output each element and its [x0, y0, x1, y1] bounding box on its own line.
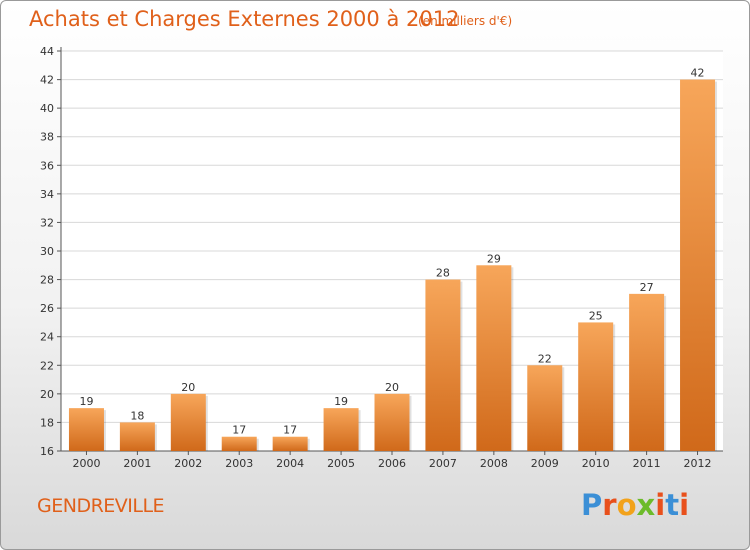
- x-tick-label: 2000: [72, 457, 100, 470]
- y-tick-label: 40: [40, 102, 54, 115]
- y-tick-label: 20: [40, 388, 54, 401]
- y-tick-label: 38: [40, 131, 54, 144]
- data-label: 17: [283, 424, 297, 437]
- y-tick-label: 42: [40, 74, 54, 87]
- proxiti-logo: Proxiti: [581, 488, 689, 522]
- bar: [323, 408, 359, 451]
- x-tick-label: 2001: [123, 457, 151, 470]
- x-tick-label: 2005: [327, 457, 355, 470]
- data-label: 20: [385, 381, 399, 394]
- bar: [119, 422, 155, 451]
- bar: [221, 436, 257, 451]
- x-tick-label: 2006: [378, 457, 406, 470]
- logo-letter: t: [665, 488, 680, 522]
- x-tick-label: 2009: [531, 457, 559, 470]
- y-tick-label: 36: [40, 159, 54, 172]
- data-label: 29: [487, 252, 501, 265]
- logo-letter: i: [655, 488, 666, 522]
- bar: [425, 279, 461, 451]
- y-tick-label: 26: [40, 302, 54, 315]
- x-tick-label: 2008: [480, 457, 508, 470]
- bar: [272, 436, 308, 451]
- bar: [629, 293, 665, 451]
- y-tick-label: 24: [40, 331, 54, 344]
- data-label: 27: [640, 281, 654, 294]
- data-label: 17: [232, 424, 246, 437]
- y-tick-label: 28: [40, 274, 54, 287]
- data-label: 19: [79, 395, 93, 408]
- data-label: 25: [589, 309, 603, 322]
- data-label: 42: [691, 67, 705, 80]
- chart-title: Achats et Charges Externes 2000 à 2012: [29, 7, 460, 31]
- bar: [374, 393, 410, 451]
- data-label: 18: [130, 409, 144, 422]
- y-tick-label: 16: [40, 445, 54, 458]
- logo-letter: i: [679, 488, 690, 522]
- x-tick-label: 2003: [225, 457, 253, 470]
- data-label: 22: [538, 352, 552, 365]
- logo-letter: r: [602, 488, 617, 522]
- bar: [476, 265, 512, 451]
- bar: [680, 79, 716, 452]
- y-tick-label: 22: [40, 359, 54, 372]
- chart-subtitle: (en milliers d'€): [418, 14, 513, 28]
- x-tick-label: 2007: [429, 457, 457, 470]
- y-tick-label: 34: [40, 188, 54, 201]
- y-tick-label: 18: [40, 416, 54, 429]
- data-label: 20: [181, 381, 195, 394]
- logo-letter: o: [616, 488, 637, 522]
- bar: [170, 393, 206, 451]
- bar: [68, 408, 104, 451]
- x-tick-label: 2011: [633, 457, 661, 470]
- logo-letter: x: [636, 488, 656, 522]
- y-tick-label: 32: [40, 216, 54, 229]
- data-label: 28: [436, 267, 450, 280]
- data-label: 19: [334, 395, 348, 408]
- commune-name: GENDREVILLE: [37, 495, 165, 517]
- y-tick-label: 44: [40, 45, 54, 58]
- x-tick-label: 2012: [684, 457, 712, 470]
- bar: [578, 322, 614, 451]
- logo-letter: P: [581, 488, 603, 522]
- bar: [527, 365, 563, 451]
- x-tick-label: 2004: [276, 457, 304, 470]
- y-tick-label: 30: [40, 245, 54, 258]
- x-tick-label: 2010: [582, 457, 610, 470]
- x-tick-label: 2002: [174, 457, 202, 470]
